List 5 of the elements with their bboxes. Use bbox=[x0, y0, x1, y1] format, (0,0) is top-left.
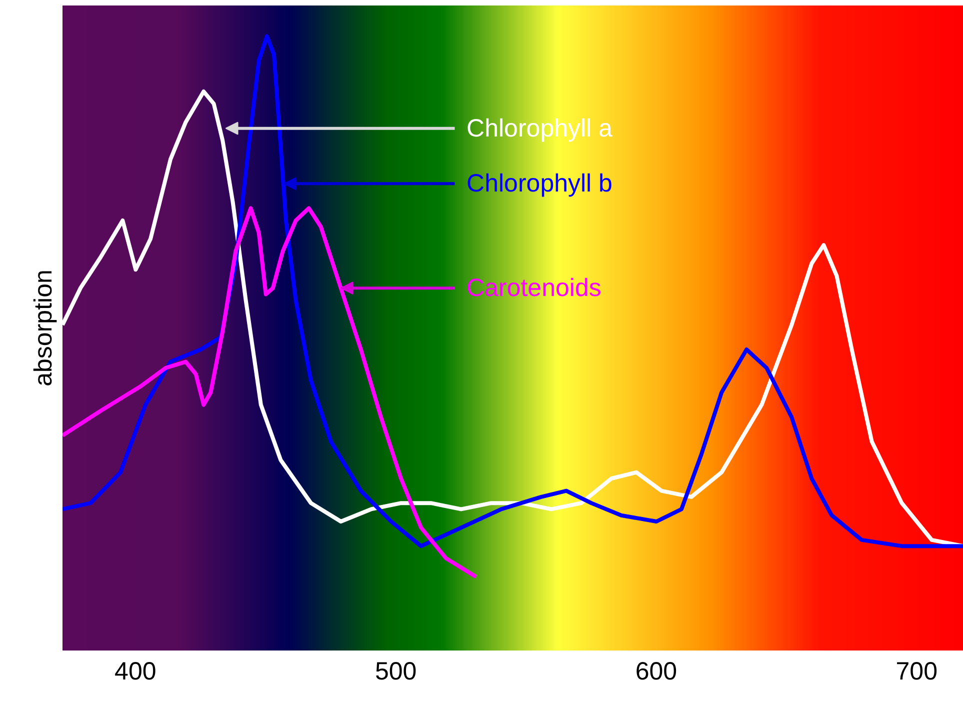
y-axis-title: absorption bbox=[30, 270, 58, 386]
x-tick-label: 700 bbox=[896, 658, 938, 686]
x-tick-label: 500 bbox=[374, 658, 417, 686]
x-tick-label: 400 bbox=[114, 658, 156, 686]
x-tick-label: 600 bbox=[635, 658, 678, 686]
